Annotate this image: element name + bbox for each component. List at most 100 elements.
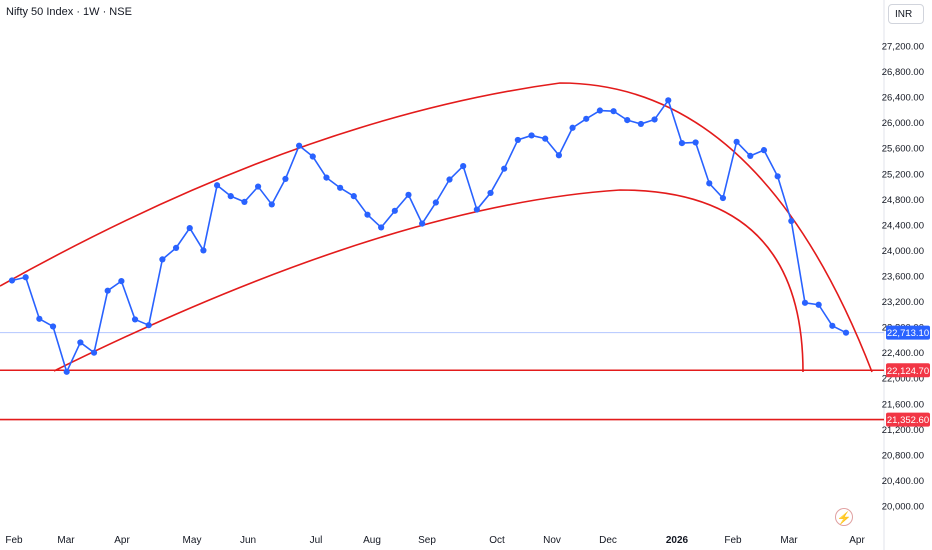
data-point [63,368,70,375]
data-point [651,116,658,123]
data-point [624,117,631,124]
x-tick-label: 2026 [666,535,689,546]
y-tick-label: 25,200.00 [882,169,924,180]
y-tick-label: 23,200.00 [882,297,924,308]
y-tick-label: 22,400.00 [882,348,924,359]
data-point [542,135,549,142]
y-tick-label: 24,800.00 [882,195,924,206]
level-price-label-bg [886,363,930,378]
data-point [692,139,699,146]
data-point [337,184,344,191]
last-price-label: 22,713.10 [887,328,929,339]
series-line [11,99,847,373]
level-price-label-bg [886,412,930,427]
y-tick-label: 21,600.00 [882,399,924,410]
y-tick-label: 20,400.00 [882,476,924,487]
x-tick-label: Apr [849,535,865,546]
x-tick-label: Jun [240,535,256,546]
data-point [186,224,193,232]
data-point [829,322,836,329]
level-price-label: 21,352.60 [887,415,929,426]
y-tick-label: 25,600.00 [882,144,924,155]
data-point [49,323,57,330]
data-point [391,207,398,214]
y-tick-label: 26,400.00 [882,93,924,104]
data-point [254,183,262,190]
data-point [77,339,84,346]
data-point [419,220,426,227]
data-point [842,329,850,336]
data-point [514,136,521,144]
data-point [90,349,98,356]
y-tick-label: 20,000.00 [882,502,924,513]
data-point [323,174,330,181]
data-point [801,299,809,306]
data-point [241,198,248,205]
x-tick-label: Dec [599,535,617,546]
currency-selector[interactable]: INR [888,4,924,24]
x-tick-label: Aug [363,535,381,546]
data-point [22,274,29,281]
data-point [555,152,562,159]
y-tick-label: 20,800.00 [882,450,924,461]
y-tick-label: 22,000.00 [882,374,924,385]
data-point [118,278,125,285]
data-point [637,120,645,128]
lightning-icon[interactable]: ⚡ [835,508,853,526]
y-tick-label: 24,400.00 [882,220,924,231]
x-tick-label: Feb [5,535,23,546]
x-tick-label: Nov [543,535,561,546]
data-point [719,194,727,202]
data-point [131,316,139,323]
data-point [159,256,166,263]
data-point [104,287,111,294]
data-point [227,193,234,200]
data-point [747,152,754,159]
data-point [596,107,604,114]
data-point [268,201,275,208]
data-point [733,138,740,145]
data-point [405,191,412,198]
y-tick-label: 24,000.00 [882,246,924,257]
data-point [788,217,795,225]
x-tick-label: Mar [57,535,75,546]
data-point [432,199,439,206]
data-point [378,224,385,231]
data-point [8,277,16,284]
data-point [569,124,576,131]
data-point [815,301,822,308]
x-tick-label: Feb [724,535,742,546]
level-price-label: 22,124.70 [887,366,929,377]
data-point [706,180,713,187]
x-tick-label: Apr [114,535,130,546]
x-tick-label: May [183,535,202,546]
data-point [36,315,43,322]
x-tick-label: Sep [418,535,436,546]
upper-arc-trendline [0,82,873,373]
data-point [760,147,768,154]
data-point [665,97,672,104]
y-tick-label: 21,200.00 [882,425,924,436]
data-point [774,173,781,180]
x-tick-label: Mar [780,535,798,546]
data-point [528,132,535,139]
y-tick-label: 26,800.00 [882,67,924,78]
chart-title: Nifty 50 Index · 1W · NSE [6,6,132,18]
lower-arc-trendline [53,189,804,373]
y-tick-label: 26,000.00 [882,118,924,129]
data-point [610,108,617,115]
y-tick-label: 23,600.00 [882,272,924,283]
data-point [473,206,480,213]
data-point [296,142,303,149]
data-point [213,182,221,189]
x-tick-label: Oct [489,535,505,546]
data-point [145,322,152,329]
data-point [583,115,590,122]
last-price-label-bg [886,325,930,340]
x-tick-label: Jul [310,535,323,546]
data-point [282,175,289,182]
data-point [487,189,494,197]
data-point [678,140,686,147]
data-point [350,193,357,200]
